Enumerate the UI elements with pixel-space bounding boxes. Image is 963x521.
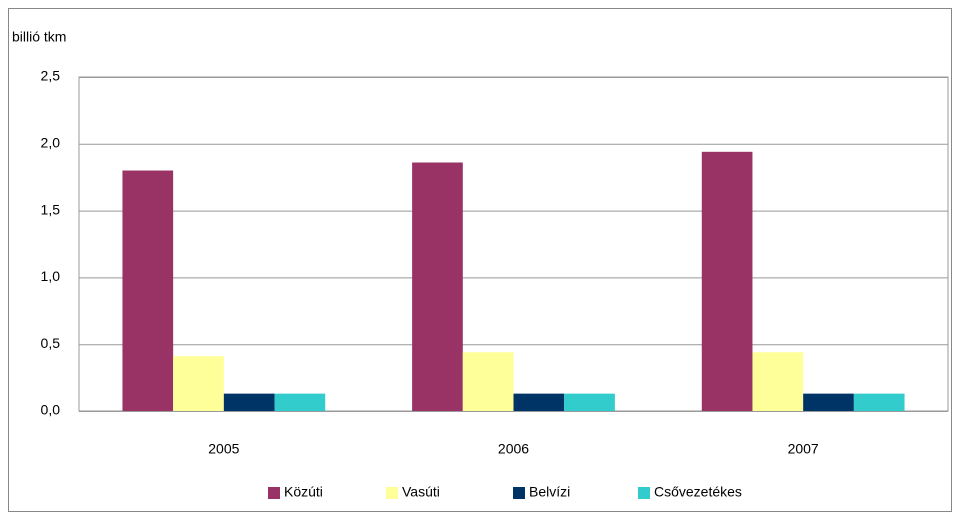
y-tick-label: 1,5 bbox=[41, 201, 61, 217]
bar bbox=[274, 393, 326, 411]
legend-swatch bbox=[386, 487, 398, 499]
y-axis-label: billió tkm bbox=[12, 29, 66, 45]
bar bbox=[701, 151, 753, 412]
legend-label: Vasúti bbox=[402, 484, 440, 500]
legend-swatch bbox=[638, 487, 650, 499]
bar bbox=[173, 356, 224, 411]
legend-label: Belvízi bbox=[529, 484, 570, 500]
bar bbox=[122, 170, 174, 411]
y-tick-label: 2,0 bbox=[41, 135, 61, 151]
legend-label: Közúti bbox=[284, 484, 323, 500]
legend-label: Csővezetékes bbox=[654, 484, 742, 500]
y-tick-label: 1,0 bbox=[41, 268, 61, 284]
bar bbox=[752, 352, 804, 411]
legend-swatch bbox=[268, 487, 280, 499]
bar bbox=[223, 393, 275, 411]
y-tick-label: 0,5 bbox=[41, 335, 61, 351]
bar bbox=[412, 162, 463, 411]
x-tick-label: 2005 bbox=[208, 441, 239, 457]
legend-swatch bbox=[513, 487, 525, 499]
y-tick-label: 0,0 bbox=[41, 402, 61, 418]
x-tick-label: 2006 bbox=[498, 441, 529, 457]
bar bbox=[462, 352, 514, 411]
x-tick-label: 2007 bbox=[788, 441, 819, 457]
bar bbox=[803, 393, 854, 411]
bar bbox=[564, 393, 615, 411]
bar bbox=[513, 393, 565, 411]
y-tick-label: 2,5 bbox=[41, 68, 61, 84]
bar bbox=[853, 393, 905, 411]
